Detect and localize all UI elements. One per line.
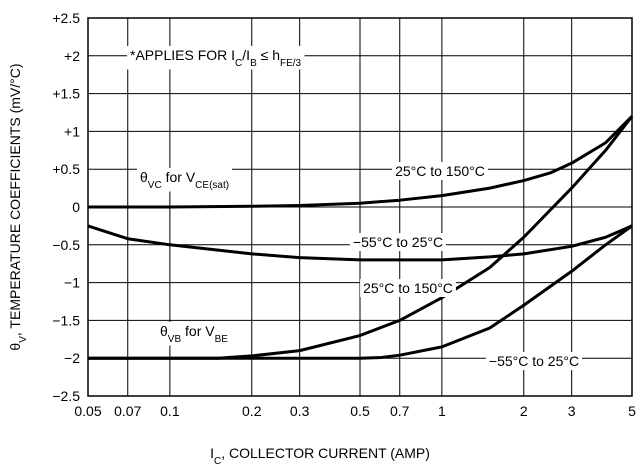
group-label-part: θ bbox=[140, 169, 148, 185]
x-tick-label: 2 bbox=[520, 403, 528, 419]
annotation-part: C bbox=[235, 58, 242, 69]
x-tick-label: 0.5 bbox=[350, 403, 370, 419]
y-axis-title-part: θ bbox=[7, 343, 23, 351]
group-label-part: VB bbox=[168, 334, 182, 345]
label-background bbox=[127, 46, 305, 70]
curve bbox=[87, 224, 633, 262]
y-tick-label: +2.5 bbox=[52, 10, 80, 26]
y-tick-label: +1.5 bbox=[52, 86, 80, 102]
y-tick-label: −1.5 bbox=[52, 312, 80, 328]
y-axis-title: θV, TEMPERATURE COEFFICIENTS (mV/°C) bbox=[7, 63, 29, 350]
annotation-part: B bbox=[250, 58, 257, 69]
annotation-part: ≤ h bbox=[257, 47, 280, 63]
y-axis-title-part: V bbox=[18, 336, 29, 343]
x-axis-title-part: , COLLECTOR CURRENT (AMP) bbox=[221, 445, 430, 461]
annotation-part: /I bbox=[242, 47, 250, 63]
y-tick-label: −2 bbox=[64, 350, 80, 366]
x-tick-label: 0.2 bbox=[242, 403, 262, 419]
y-axis-title-part: , TEMPERATURE COEFFICIENTS (mV/°C) bbox=[7, 63, 23, 336]
y-tick-label: −1 bbox=[64, 275, 80, 291]
label-background bbox=[360, 279, 456, 297]
group-label-part: for V bbox=[162, 169, 196, 185]
label-background bbox=[137, 168, 233, 192]
group-label: θVC for VCE(sat) bbox=[140, 169, 229, 191]
y-tick-label: +0.5 bbox=[52, 161, 80, 177]
x-axis-title-part: I bbox=[210, 445, 214, 461]
group-label: θVB for VBE bbox=[160, 323, 228, 345]
annotation-part: *APPLIES FOR I bbox=[130, 47, 235, 63]
x-tick-label: 1 bbox=[438, 403, 446, 419]
y-tick-label: +1 bbox=[64, 123, 80, 139]
group-label-part: BE bbox=[215, 334, 229, 345]
x-axis-title-part: C bbox=[214, 456, 221, 467]
x-tick-label: 0.05 bbox=[74, 403, 101, 419]
annotation: *APPLIES FOR IC/IB ≤ hFE/3 bbox=[130, 47, 302, 69]
y-tick-label: +2 bbox=[64, 48, 80, 64]
x-tick-label: 0.1 bbox=[160, 403, 180, 419]
group-label-part: CE(sat) bbox=[195, 180, 229, 191]
group-label-part: θ bbox=[160, 323, 168, 339]
curve-label: −55°C to 25°C bbox=[489, 353, 579, 369]
x-tick-label: 0.7 bbox=[390, 403, 410, 419]
x-tick-label: 5 bbox=[628, 403, 636, 419]
label-background bbox=[485, 352, 583, 370]
curve-label: −55°C to 25°C bbox=[353, 234, 443, 250]
x-axis-title: IC, COLLECTOR CURRENT (AMP) bbox=[210, 445, 430, 467]
label-background bbox=[392, 162, 488, 180]
label-background bbox=[157, 322, 232, 346]
group-label-part: for V bbox=[181, 323, 215, 339]
y-tick-label: 0 bbox=[72, 199, 80, 215]
curve-label: 25°C to 150°C bbox=[363, 280, 453, 296]
y-tick-label: −2.5 bbox=[52, 388, 80, 404]
curve-label: 25°C to 150°C bbox=[395, 163, 485, 179]
group-label-part: VC bbox=[148, 180, 162, 191]
annotation-part: FE/3 bbox=[280, 58, 302, 69]
label-background bbox=[349, 233, 447, 251]
y-tick-label: −0.5 bbox=[52, 237, 80, 253]
x-tick-label: 0.07 bbox=[114, 403, 141, 419]
x-tick-label: 3 bbox=[568, 403, 576, 419]
x-tick-label: 0.3 bbox=[290, 403, 310, 419]
curve bbox=[88, 224, 633, 360]
curve bbox=[88, 115, 634, 209]
